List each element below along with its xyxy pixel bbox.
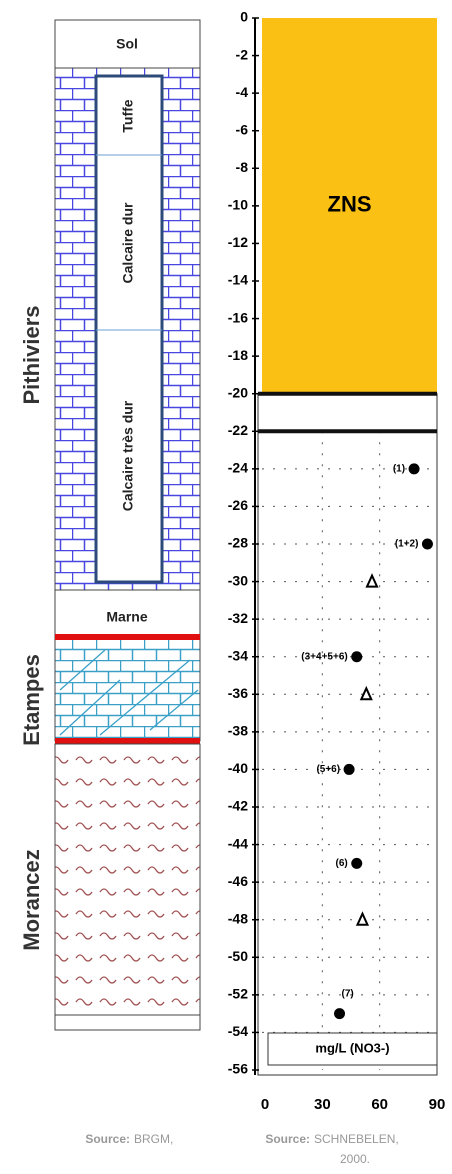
xlabel-box [267,1032,438,1066]
core-box [94,74,164,584]
point-label: (5+6) [316,764,340,775]
layer-label: Sol [116,36,138,52]
y-tick-label: -14 [228,272,248,288]
x-tick-label: 0 [261,1096,269,1113]
y-tick-label: 0 [240,9,248,25]
point-label: (6) [335,858,347,869]
plot-frame [257,393,438,1076]
sol-box [54,19,201,69]
y-tick-label: -18 [228,347,248,363]
y-tick-label: -24 [228,460,248,476]
y-tick-label: -28 [228,535,248,551]
hatch [59,649,199,736]
y-tick-label: -56 [228,1061,248,1077]
y-tick-label: -6 [236,121,249,137]
y-tick-label: -30 [228,572,248,588]
y-tick-label: -32 [228,610,248,626]
source-label: Source: [85,1132,130,1146]
y-tick-label: -44 [228,835,248,851]
marne-rock [54,589,201,638]
source-year: 2000. [340,1152,370,1166]
formation-label: Etampes [19,654,44,746]
y-tick-label: -8 [236,159,249,175]
y-tick-label: -50 [228,948,248,964]
x-tick-label: 60 [371,1096,388,1113]
zone-label: ZNS [328,192,372,217]
y-tick-label: -42 [228,798,248,814]
y-tick-label: -46 [228,873,248,889]
base-box [54,1014,201,1031]
y-tick-label: -38 [228,723,248,739]
point [343,763,355,775]
x-tick-label: 90 [429,1096,446,1113]
point-label: (1) [393,463,405,474]
point [359,685,373,701]
point-label: (7) [342,988,354,999]
point [334,1008,346,1020]
y-tick-label: -54 [228,1023,248,1039]
y-tick-label: -26 [228,497,248,513]
y-tick-label: -40 [228,760,248,776]
y-tick-label: -4 [236,84,249,100]
y-tick-label: -36 [228,685,248,701]
y-tick-label: -22 [228,422,248,438]
morancez-rock [54,743,201,1016]
point [421,538,433,550]
point-label: (3+4+5+6) [301,651,347,662]
y-tick-label: -12 [228,234,248,250]
source: BRGM, [134,1132,173,1146]
etampes-rock [54,636,201,742]
y-tick-label: -2 [236,46,249,62]
y-tick-label: -48 [228,910,248,926]
layer-label: Calcaire très dur [120,400,136,511]
geology-column: Sol Tuffe Calcaire dur Calcaire très dur… [19,19,201,1146]
layer-label: Tuffe [120,99,136,132]
y-tick-label: -34 [228,647,248,663]
point-label: (1+2) [395,539,419,550]
formation-label: Morancez [19,849,44,950]
x-tick-label: 30 [314,1096,331,1113]
point [365,573,379,588]
x-axis-label: mg/L (NO3-) [315,1040,389,1055]
point [355,911,370,926]
y-tick-label: -10 [228,197,248,213]
zone [262,18,437,394]
point [351,857,363,869]
layer-label: Marne [106,609,147,625]
y-tick-label: -16 [228,309,248,325]
source-label: Source: [265,1132,310,1146]
layer-label: Calcaire dur [120,202,136,283]
y-tick-label: -52 [228,986,248,1002]
y-tick-label: -20 [228,384,248,400]
point [408,463,420,475]
point [351,651,363,663]
source: SCHNEBELEN, [314,1132,399,1146]
formation-label: Pithiviers [19,305,44,404]
